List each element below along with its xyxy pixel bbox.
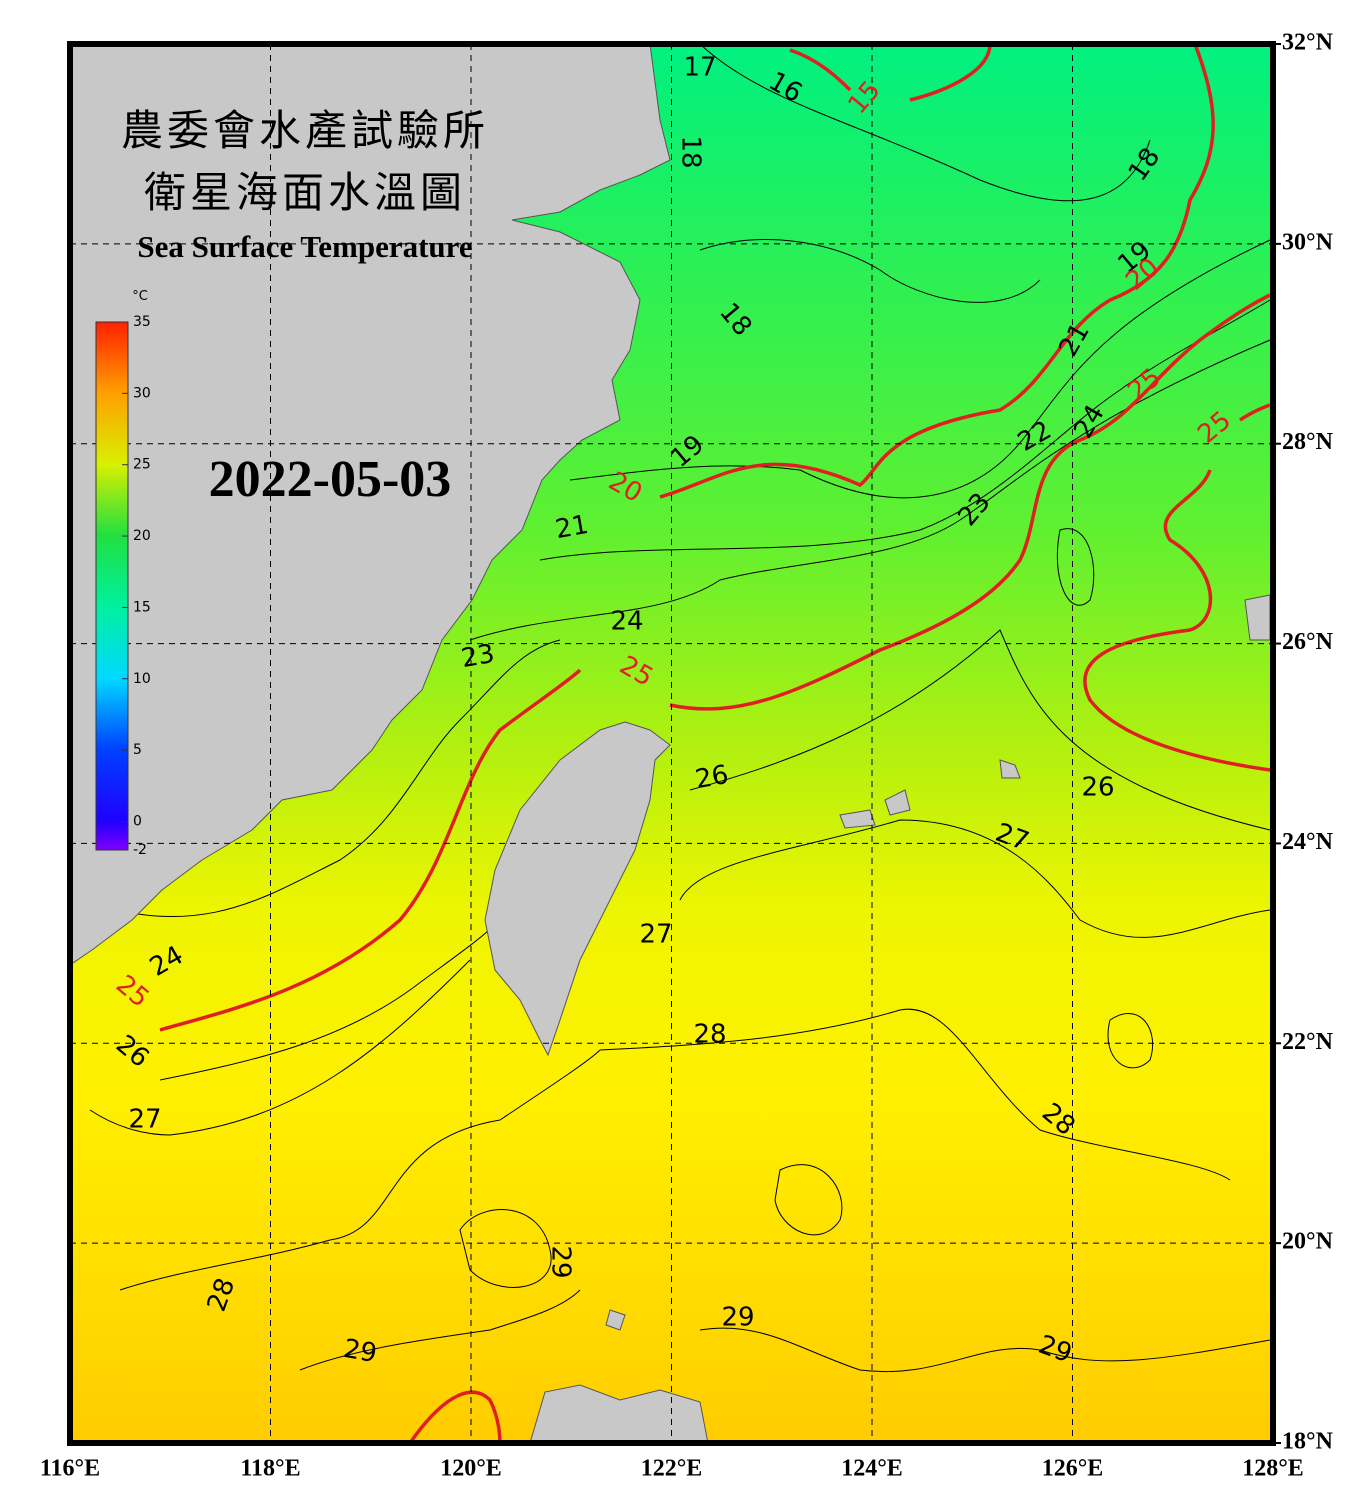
- subtitle: Sea Surface Temperature: [137, 229, 472, 264]
- contour-label: 27: [639, 920, 672, 950]
- contour-label: 23: [459, 639, 497, 674]
- date: 2022-05-03: [209, 451, 452, 508]
- contour-label: 29: [341, 1334, 379, 1369]
- title-line-2: 衛星海面水溫圖: [144, 171, 466, 217]
- lat-tick-label: 32°N: [1282, 30, 1334, 56]
- lon-tick-label: 126°E: [1042, 1456, 1104, 1482]
- contour-label: 21: [553, 510, 591, 545]
- contour-label: 29: [721, 1303, 754, 1333]
- colorbar-unit: °C: [132, 289, 148, 304]
- lon-tick-label: 128°E: [1242, 1456, 1304, 1482]
- lat-tick-label: 24°N: [1282, 829, 1334, 855]
- lon-tick-label: 116°E: [40, 1456, 100, 1482]
- colorbar-tick-label: 10: [133, 671, 151, 687]
- contour-label: 18: [676, 135, 706, 168]
- contour-label: 26: [1081, 773, 1114, 803]
- contours: [79, 44, 1271, 1373]
- colorbar-tick-label: 15: [133, 599, 151, 615]
- colorbar: [95, 321, 129, 851]
- contour-label: 17: [683, 53, 716, 83]
- lon-tick-label: 122°E: [641, 1456, 703, 1482]
- colorbar-tick-label: 30: [133, 385, 151, 401]
- contour-label: 27: [128, 1105, 161, 1135]
- colorbar-tick-label: 0: [133, 813, 142, 829]
- contour-label: 28: [693, 1020, 726, 1050]
- title-line-1: 農委會水產試驗所: [121, 108, 489, 155]
- map-frame: [67, 41, 1276, 1446]
- land: [70, 44, 1271, 1443]
- colorbar-tick-label: 5: [133, 742, 142, 758]
- colorbar-tick-label: 20: [133, 528, 151, 544]
- colorbar-tick-label: 35: [133, 314, 151, 330]
- contour-label: 24: [610, 607, 643, 637]
- lon-tick-label: 120°E: [440, 1456, 502, 1482]
- graticule: [70, 44, 1273, 1443]
- contour-label: 29: [546, 1245, 576, 1278]
- lat-tick-label: 26°N: [1282, 629, 1334, 655]
- lat-tick-label: 28°N: [1282, 429, 1334, 455]
- lat-tick-label: 20°N: [1282, 1229, 1334, 1255]
- lon-tick-label: 118°E: [240, 1456, 300, 1482]
- map-area: [70, 44, 1273, 1443]
- contours-5deg: [159, 44, 1271, 1443]
- colorbar-tick-label: -2: [133, 842, 147, 858]
- colorbar-tick-label: 25: [133, 457, 151, 473]
- lat-tick-label: 30°N: [1282, 229, 1334, 255]
- lon-tick-label: 124°E: [841, 1456, 903, 1482]
- lat-tick-label: 22°N: [1282, 1029, 1334, 1055]
- lat-tick-label: 18°N: [1282, 1429, 1334, 1455]
- contour-label: 26: [693, 760, 731, 795]
- colorbar-ticks: 35 30 25 20 15 10 5 0 -2: [122, 314, 151, 858]
